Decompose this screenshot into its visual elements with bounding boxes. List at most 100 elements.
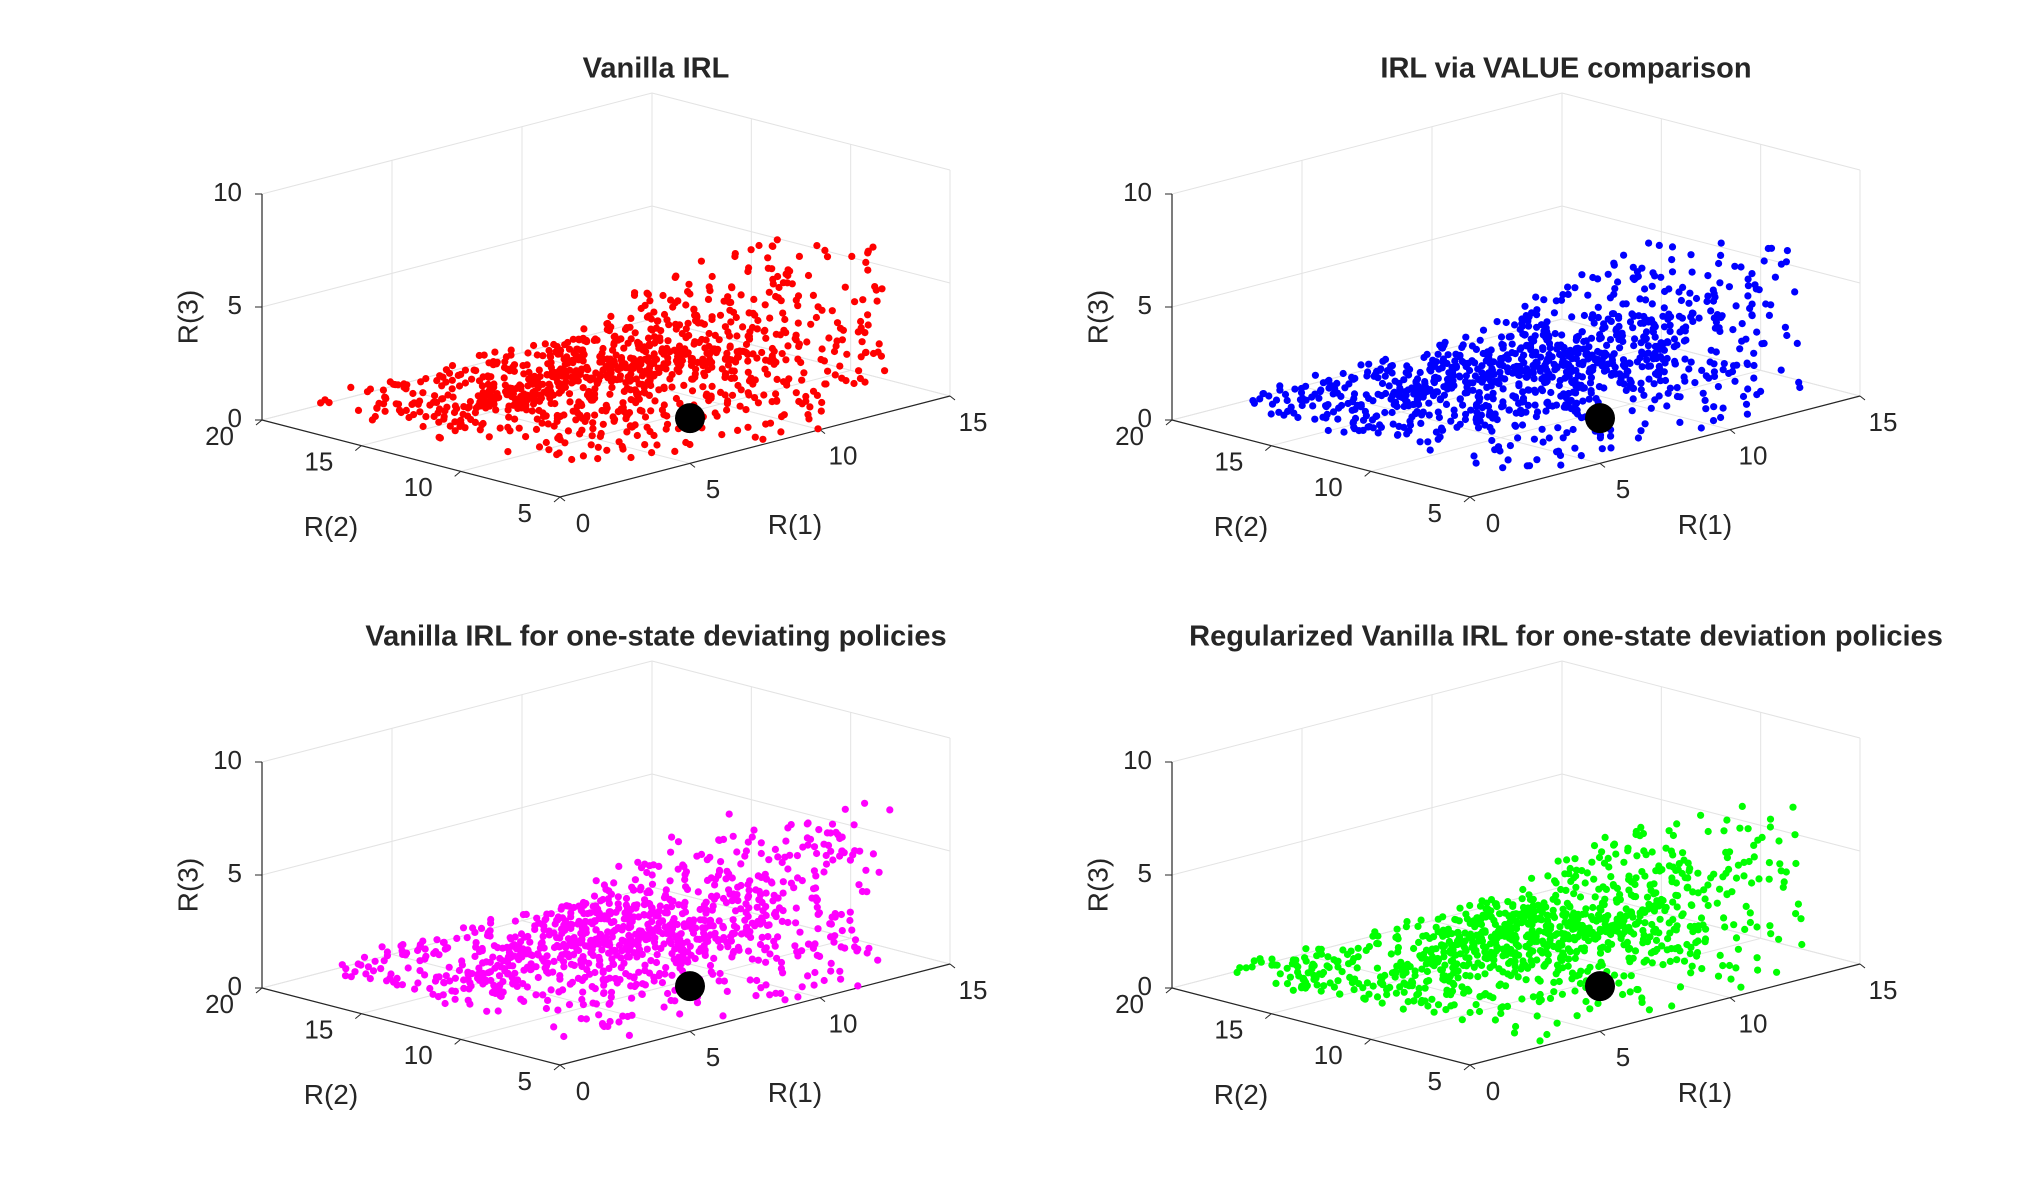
- y-tick: [1463, 496, 1471, 503]
- scatter-point: [1466, 366, 1474, 375]
- scatter-point: [1444, 925, 1452, 933]
- scatter-point: [1475, 1007, 1484, 1016]
- scatter-point: [682, 301, 690, 309]
- scatter-point: [744, 357, 752, 365]
- grid-line: [651, 660, 951, 739]
- scatter-point: [793, 852, 802, 860]
- scatter-point: [1713, 899, 1721, 907]
- scatter-point: [583, 966, 591, 974]
- scatter-point: [664, 337, 672, 345]
- scatter-point: [635, 380, 643, 388]
- scatter-point: [439, 991, 447, 999]
- scatter-point: [1467, 406, 1475, 414]
- scatter-point: [1641, 420, 1649, 428]
- scatter-point: [1604, 854, 1612, 863]
- scatter-point: [1652, 936, 1661, 945]
- scatter-point: [1427, 367, 1435, 375]
- scatter-point: [599, 975, 607, 984]
- scatter-point: [589, 396, 597, 404]
- scatter-point: [645, 391, 654, 399]
- scatter-point: [762, 334, 770, 342]
- scatter-point: [1268, 955, 1276, 963]
- scatter-point: [1620, 251, 1628, 259]
- scatter-point: [771, 845, 780, 854]
- scatter-point: [838, 833, 846, 841]
- scatter-point: [504, 365, 512, 373]
- scatter-point: [1680, 856, 1688, 864]
- scatter-point: [617, 335, 625, 343]
- scatter-point: [573, 345, 582, 353]
- scatter-point: [643, 868, 651, 877]
- scatter-point: [560, 1032, 568, 1041]
- scatter-point: [632, 940, 640, 948]
- scatter-point: [1447, 1002, 1455, 1010]
- scatter-point: [1291, 385, 1299, 393]
- scatter-point: [734, 353, 743, 361]
- scatter-point: [1773, 968, 1781, 976]
- scatter-point: [1248, 963, 1256, 971]
- scatter-point: [853, 947, 861, 955]
- scatter-point: [1578, 271, 1586, 279]
- scatter-point: [1284, 407, 1292, 415]
- scatter-point: [1660, 340, 1668, 348]
- scatter-point: [627, 453, 635, 462]
- scatter-point: [733, 848, 741, 856]
- scatter-point: [499, 957, 507, 965]
- y-tick-label: 15: [1214, 1015, 1243, 1045]
- scatter-point: [1418, 996, 1426, 1005]
- grid-line: [1561, 92, 1861, 171]
- scatter-point: [739, 323, 747, 331]
- scatter-point: [856, 374, 865, 383]
- y-tick: [553, 496, 561, 503]
- scatter-point: [1535, 915, 1544, 923]
- scatter-point: [647, 909, 655, 917]
- scatter-point: [676, 362, 684, 370]
- scatter-point: [650, 308, 658, 316]
- scatter-point: [1744, 825, 1752, 833]
- scatter-point: [1323, 962, 1331, 970]
- scatter-point: [747, 246, 755, 254]
- scatter-point: [1686, 289, 1694, 297]
- scatter-point: [574, 974, 583, 983]
- scatter-point: [686, 290, 694, 298]
- scatter-point: [363, 388, 372, 396]
- scatter-point: [1430, 933, 1438, 941]
- scatter-point: [541, 340, 549, 348]
- scatter-point: [590, 892, 599, 900]
- y-tick-label: 5: [1428, 1066, 1442, 1096]
- scatter-point: [1775, 935, 1783, 943]
- scatter-point: [347, 383, 355, 391]
- scatter-point: [1754, 966, 1762, 974]
- scatter-point: [1552, 297, 1560, 305]
- scatter-point: [836, 852, 844, 860]
- scatter-point: [820, 868, 828, 876]
- scatter-point: [1594, 313, 1602, 322]
- scatter-point: [828, 307, 836, 315]
- scatter-point: [680, 381, 688, 389]
- scatter-point: [1316, 388, 1324, 396]
- scatter-point: [1625, 872, 1633, 880]
- scatter-point: [621, 909, 629, 917]
- scatter-point: [583, 942, 591, 950]
- scatter-point: [830, 347, 839, 356]
- scatter-point: [1642, 851, 1650, 859]
- scatter-point: [762, 958, 770, 966]
- scatter-point: [668, 833, 676, 841]
- scatter-point: [792, 919, 800, 927]
- scatter-point: [404, 964, 412, 972]
- scatter-point: [567, 960, 576, 968]
- scatter-point: [1474, 959, 1482, 967]
- scatter-point: [594, 443, 602, 451]
- scatter-point: [792, 389, 800, 397]
- scatter-point: [1717, 239, 1725, 247]
- scatter-point: [1493, 934, 1501, 942]
- scatter-point: [559, 366, 567, 374]
- scatter-point: [580, 325, 588, 333]
- scatter-point: [744, 947, 753, 955]
- scatter-point: [1599, 943, 1607, 951]
- scatter-point: [591, 968, 599, 977]
- scatter-point: [567, 909, 575, 917]
- scatter-point: [1388, 408, 1396, 417]
- scatter-point: [730, 929, 739, 938]
- scatter-point: [1242, 964, 1250, 972]
